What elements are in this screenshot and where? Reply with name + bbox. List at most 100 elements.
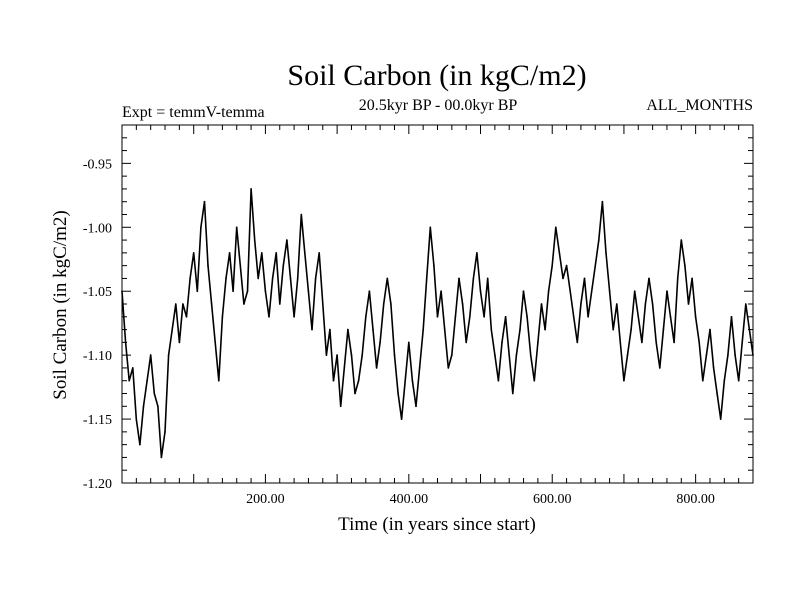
data-point: [271, 277, 274, 280]
data-point: [705, 354, 708, 356]
data-point: [576, 341, 579, 344]
data-point: [210, 303, 213, 305]
data-point: [153, 392, 156, 395]
data-point: [221, 316, 224, 318]
data-point: [218, 379, 220, 382]
data-point: [261, 252, 263, 254]
data-point: [350, 354, 353, 356]
data-point: [400, 418, 403, 420]
y-axis-label: Soil Carbon (in kgC/m2): [50, 210, 71, 399]
data-point: [727, 354, 729, 356]
data-point: [167, 354, 170, 356]
data-point: [418, 367, 421, 369]
data-point: [572, 316, 575, 318]
data-point: [275, 252, 278, 254]
data-point: [565, 264, 568, 267]
data-point: [282, 264, 285, 267]
data-point: [253, 239, 256, 241]
data-point: [537, 341, 539, 344]
data-point: [175, 303, 177, 305]
data-point: [716, 392, 718, 395]
data-point: [730, 316, 733, 318]
data-point: [132, 367, 134, 369]
data-point: [558, 252, 561, 254]
data-point: [612, 328, 614, 331]
y-tick-label: -0.95: [83, 157, 112, 172]
data-point: [562, 277, 564, 280]
data-point: [332, 379, 335, 382]
data-point: [598, 239, 600, 241]
data-point: [694, 316, 697, 318]
data-point: [633, 290, 636, 293]
data-point: [182, 303, 184, 305]
data-point: [637, 316, 640, 318]
data-point: [698, 341, 700, 344]
data-point: [669, 316, 672, 318]
data-point: [357, 379, 360, 382]
expt-label: Expt = temmV-temma: [122, 104, 265, 121]
data-point: [300, 213, 303, 216]
data-point: [408, 341, 410, 344]
data-point: [684, 264, 686, 267]
data-point: [440, 290, 442, 293]
data-point: [189, 277, 191, 280]
y-tick-label: -1.20: [83, 477, 112, 492]
x-tick-label: 400.00: [390, 492, 429, 507]
data-point: [616, 303, 618, 305]
data-point: [379, 341, 381, 344]
data-point: [529, 354, 532, 356]
data-point: [354, 392, 356, 395]
data-point: [433, 264, 435, 267]
x-tick-labels: 200.00 400.00 600.00 800.00: [246, 492, 715, 507]
data-point: [411, 379, 414, 382]
data-point: [429, 226, 432, 229]
data-point: [512, 392, 514, 395]
data-point: [235, 226, 238, 229]
data-point: [203, 200, 206, 203]
data-point: [483, 316, 485, 318]
data-point: [655, 341, 657, 344]
data-point: [580, 303, 582, 305]
data-point: [486, 277, 489, 280]
data-point: [185, 316, 188, 318]
data-series-line: [121, 188, 754, 459]
y-tick-label: -1.15: [83, 413, 112, 428]
data-point: [454, 316, 457, 318]
data-point: [709, 328, 711, 331]
data-point: [286, 239, 288, 241]
data-point: [587, 316, 589, 318]
data-point: [264, 290, 267, 293]
data-point: [608, 290, 611, 293]
data-point: [490, 328, 493, 331]
data-point: [515, 354, 518, 356]
data-point: [497, 379, 500, 382]
data-point: [415, 405, 417, 408]
x-axis-label: Time (in years since start): [338, 514, 536, 535]
data-point: [734, 354, 736, 356]
data-point: [307, 290, 310, 293]
data-point: [648, 277, 650, 280]
data-point: [135, 418, 138, 420]
data-point: [160, 456, 163, 459]
data-point: [293, 316, 295, 318]
x-tick-label: 200.00: [246, 492, 285, 507]
data-point: [404, 379, 407, 382]
data-point: [382, 303, 385, 305]
data-point: [397, 392, 399, 395]
data-point: [232, 290, 234, 293]
data-point: [630, 328, 632, 331]
data-point: [436, 316, 439, 318]
data-point: [522, 290, 525, 293]
data-point: [157, 405, 159, 408]
data-point: [268, 316, 270, 318]
data-point: [680, 239, 683, 241]
data-point: [214, 341, 216, 344]
data-point: [723, 379, 726, 382]
data-point: [533, 379, 536, 382]
data-point: [547, 290, 550, 293]
data-point: [246, 290, 249, 293]
data-point: [519, 328, 521, 331]
data-point: [279, 303, 281, 305]
data-point: [322, 303, 324, 305]
data-point: [375, 367, 378, 369]
